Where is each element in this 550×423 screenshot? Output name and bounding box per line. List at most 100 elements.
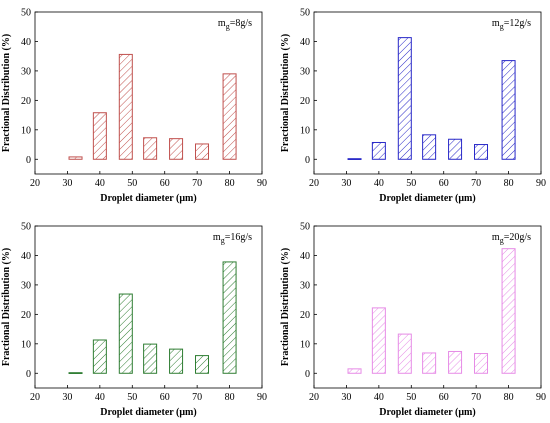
bar	[422, 134, 437, 160]
bar	[68, 372, 83, 374]
y-axis-title: Fractional Distribution (%)	[280, 34, 291, 152]
x-tick-label: 40	[374, 392, 384, 403]
x-tick-label: 20	[309, 178, 319, 189]
x-axis-title: Droplet diameter (μm)	[100, 193, 196, 204]
bar	[397, 333, 412, 374]
x-tick-label: 30	[62, 392, 72, 403]
x-tick-label: 90	[257, 392, 267, 403]
y-tick-label: 20	[300, 96, 310, 107]
y-tick-label: 10	[21, 339, 31, 350]
x-tick-label: 50	[406, 392, 416, 403]
bar	[92, 339, 107, 374]
x-tick-label: 30	[62, 178, 72, 189]
y-tick-label: 50	[300, 222, 310, 233]
y-tick-label: 10	[21, 125, 31, 136]
y-tick-label: 30	[300, 66, 310, 77]
x-tick-label: 80	[504, 178, 514, 189]
bar	[422, 352, 437, 374]
x-tick-label: 60	[439, 392, 449, 403]
x-tick-label: 20	[30, 178, 40, 189]
x-tick-label: 50	[406, 178, 416, 189]
y-tick-label: 40	[21, 251, 31, 262]
x-tick-label: 50	[127, 178, 137, 189]
bar	[371, 141, 386, 160]
bar	[118, 53, 133, 160]
y-axis-title: Fractional Distribution (%)	[1, 248, 12, 366]
x-tick-label: 70	[192, 178, 202, 189]
y-tick-label: 30	[21, 66, 31, 77]
x-tick-label: 90	[257, 178, 267, 189]
bar	[195, 143, 210, 160]
y-axis-title: Fractional Distribution (%)	[1, 34, 12, 152]
x-axis-title: Droplet diameter (μm)	[100, 407, 196, 418]
x-tick-label: 40	[95, 392, 105, 403]
y-tick-label: 40	[300, 37, 310, 48]
y-tick-label: 0	[26, 369, 31, 380]
y-tick-label: 20	[21, 96, 31, 107]
bar	[92, 112, 107, 160]
y-tick-label: 10	[300, 339, 310, 350]
plot-frame	[313, 225, 542, 389]
x-tick-label: 90	[536, 392, 546, 403]
bar	[347, 158, 362, 160]
bar	[118, 293, 133, 374]
x-tick-label: 20	[309, 392, 319, 403]
bar	[195, 355, 210, 374]
bar	[143, 137, 158, 160]
y-tick-label: 0	[26, 155, 31, 166]
y-tick-label: 50	[300, 8, 310, 19]
bar	[347, 368, 362, 374]
y-tick-label: 20	[300, 310, 310, 321]
x-tick-label: 40	[374, 178, 384, 189]
bar	[68, 156, 83, 160]
flow-rate-label: mg=8g/s	[218, 18, 252, 31]
x-tick-label: 70	[471, 392, 481, 403]
x-tick-label: 50	[127, 392, 137, 403]
y-tick-label: 0	[305, 369, 310, 380]
x-tick-label: 20	[30, 392, 40, 403]
bar	[222, 261, 237, 374]
bar	[448, 138, 463, 160]
flow-rate-label: mg=16g/s	[213, 232, 252, 245]
x-tick-label: 40	[95, 178, 105, 189]
bar	[143, 343, 158, 374]
y-tick-label: 50	[21, 222, 31, 233]
bar	[222, 73, 237, 160]
x-axis-title: Droplet diameter (μm)	[379, 193, 475, 204]
bar	[501, 248, 516, 374]
chart-panel-1: 20 30 40 50 60 70 80 90 0 10 20 30 40 50 Droplet diame…	[1, 8, 267, 205]
y-tick-label: 20	[21, 310, 31, 321]
bar	[169, 348, 184, 374]
y-tick-label: 40	[21, 37, 31, 48]
x-tick-label: 30	[341, 178, 351, 189]
bar	[501, 60, 516, 160]
x-tick-label: 80	[504, 392, 514, 403]
x-tick-label: 80	[225, 392, 235, 403]
bar	[474, 353, 489, 374]
y-tick-label: 40	[300, 251, 310, 262]
x-tick-label: 90	[536, 178, 546, 189]
x-tick-label: 30	[341, 392, 351, 403]
y-tick-label: 10	[300, 125, 310, 136]
flow-rate-label: mg=20g/s	[492, 232, 531, 245]
x-tick-label: 60	[160, 392, 170, 403]
bar	[371, 307, 386, 374]
y-tick-label: 50	[21, 8, 31, 19]
bar	[169, 138, 184, 160]
bar	[448, 350, 463, 374]
chart-panel-4: 20 30 40 50 60 70 80 90 0 10 20 30 40 50 Droplet diame…	[280, 222, 546, 419]
x-tick-label: 60	[160, 178, 170, 189]
x-axis-title: Droplet diameter (μm)	[379, 407, 475, 418]
flow-rate-label: mg=12g/s	[492, 18, 531, 31]
y-tick-label: 30	[21, 280, 31, 291]
plot-frame	[34, 225, 263, 389]
bar	[474, 144, 489, 160]
y-tick-label: 30	[300, 280, 310, 291]
x-tick-label: 70	[471, 178, 481, 189]
y-axis-title: Fractional Distribution (%)	[280, 248, 291, 366]
chart-panel-2: 20 30 40 50 60 70 80 90 0 10 20 30 40 50 Droplet diame…	[280, 8, 546, 205]
plot-frame	[313, 11, 542, 175]
y-tick-label: 0	[305, 155, 310, 166]
plot-frame	[34, 11, 263, 175]
